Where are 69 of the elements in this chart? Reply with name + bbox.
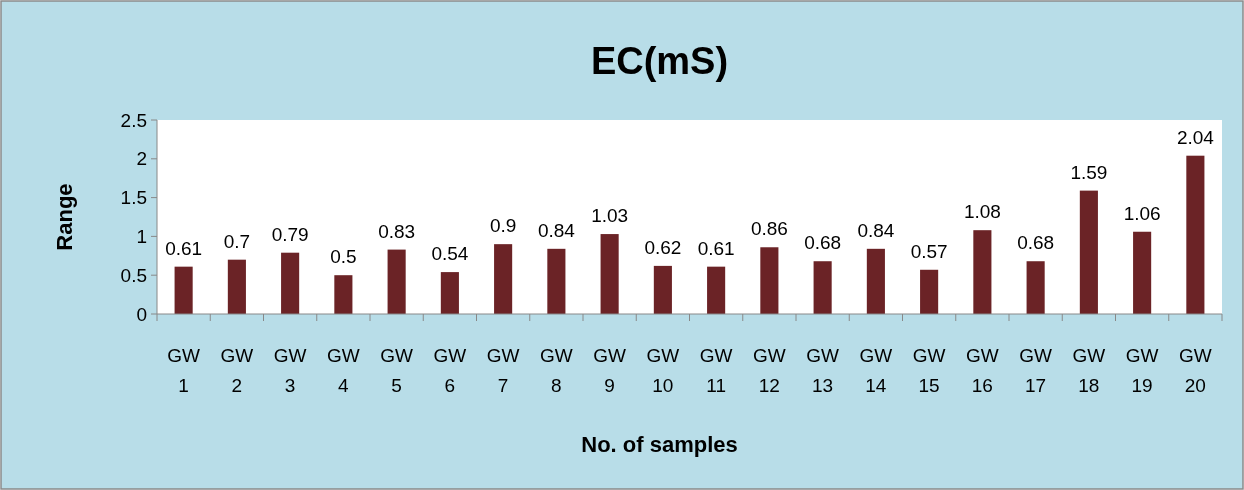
y-tick-label: 1 <box>136 226 147 248</box>
data-label: 0.84 <box>857 219 895 241</box>
x-tick-label: GW 4 <box>327 345 360 396</box>
data-label: 1.08 <box>963 201 1001 223</box>
x-tick-label: GW 17 <box>1019 345 1053 396</box>
bar <box>866 248 885 314</box>
data-label: 0.62 <box>644 236 682 258</box>
data-label: 0.9 <box>489 215 517 237</box>
data-label: 0.7 <box>223 230 251 252</box>
x-tick-label: GW 5 <box>380 345 414 396</box>
data-label: 0.61 <box>697 237 735 259</box>
bar <box>547 248 566 314</box>
x-tick-label: GW 3 <box>273 345 307 396</box>
bar <box>707 266 726 314</box>
x-tick-label: GW 19 <box>1125 345 1159 396</box>
data-label: 0.57 <box>910 240 948 262</box>
bar <box>760 247 779 314</box>
x-tick-label: GW 16 <box>966 345 999 396</box>
x-tick-label: GW 9 <box>593 345 627 396</box>
data-label: 0.79 <box>271 223 309 245</box>
x-tick-label: GW 7 <box>486 345 520 396</box>
x-tick-label: GW 14 <box>859 345 893 396</box>
bar <box>227 259 246 314</box>
x-tick-label: GW 13 <box>806 345 840 396</box>
bar <box>281 252 300 314</box>
data-label: 0.54 <box>431 243 469 265</box>
bar <box>174 266 193 314</box>
bar <box>494 244 513 314</box>
x-tick-label: GW 8 <box>540 345 573 396</box>
data-label: 0.5 <box>330 246 357 268</box>
x-tick-label: GW 11 <box>699 345 733 396</box>
x-tick-label: GW 10 <box>646 345 680 396</box>
bar <box>653 265 672 314</box>
data-label: 0.68 <box>804 232 842 254</box>
x-axis-title: No. of samples <box>581 432 738 457</box>
bar <box>600 234 619 314</box>
y-tick-label: 2.5 <box>120 109 147 131</box>
bar <box>1026 261 1045 314</box>
chart-title: EC(mS) <box>590 40 729 82</box>
data-label: 1.59 <box>1070 161 1108 183</box>
bar <box>1133 231 1152 314</box>
x-tick-label: GW 15 <box>912 345 946 396</box>
bar <box>1186 155 1205 314</box>
bar <box>920 269 939 314</box>
x-tick-label: GW 18 <box>1072 345 1106 396</box>
data-label: 1.03 <box>591 205 629 227</box>
y-axis-title: Range <box>52 183 77 251</box>
bar <box>334 275 353 314</box>
bar <box>1079 190 1098 314</box>
x-tick-label: GW 6 <box>433 345 467 396</box>
bar <box>387 249 406 314</box>
x-tick-label: GW 1 <box>167 345 201 396</box>
data-label: 0.84 <box>537 219 576 241</box>
data-label: 0.83 <box>378 220 416 242</box>
y-tick-label: 1.5 <box>120 187 147 209</box>
bar <box>440 272 459 314</box>
y-tick-label: 0.5 <box>120 264 147 286</box>
data-label: 0.86 <box>750 218 788 240</box>
data-label: 0.68 <box>1017 232 1055 254</box>
data-label: 2.04 <box>1176 126 1215 148</box>
y-tick-label: 2 <box>136 148 147 170</box>
data-label: 1.06 <box>1123 202 1161 224</box>
x-tick-label: GW 2 <box>220 345 254 396</box>
x-tick-label: GW 12 <box>753 345 786 396</box>
bar <box>813 261 832 314</box>
y-tick-label: 0 <box>136 303 147 325</box>
bar <box>973 230 992 314</box>
x-tick-label: GW 20 <box>1179 345 1212 396</box>
data-label: 0.61 <box>165 237 203 259</box>
